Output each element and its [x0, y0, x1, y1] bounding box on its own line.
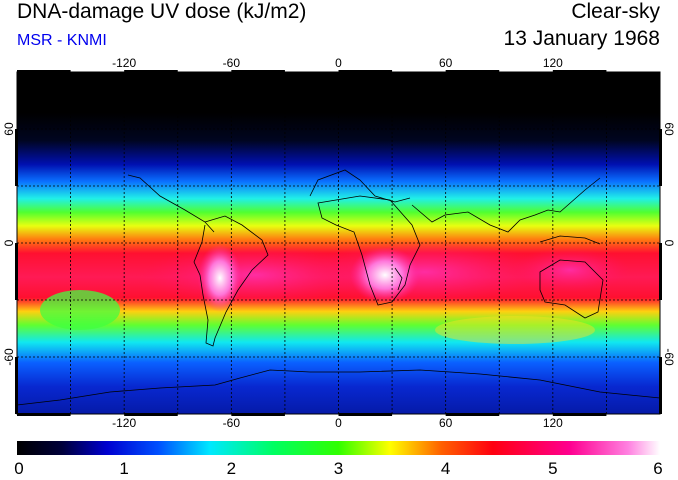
source-label: MSR - KNMI	[17, 32, 107, 49]
south-pacific-green-patch	[40, 290, 120, 330]
lat-tick-right: -60	[662, 348, 676, 366]
australia-coast	[539, 259, 604, 319]
indonesia-coast	[539, 235, 601, 245]
lon-tick-bottom: 60	[439, 416, 453, 430]
australia-magenta-band	[510, 248, 630, 292]
colorbar-tick-label: 0	[14, 459, 24, 478]
europe-coast	[309, 169, 411, 203]
graticule	[17, 72, 660, 414]
axis-ticks: -120 -120 -60 -60 0 0 60 60 120 120 60 60 0 0 -60 -60	[2, 56, 676, 430]
asia-coast	[411, 177, 601, 233]
madagascar-coast	[394, 267, 403, 291]
left-frame-bar	[15, 129, 18, 186]
right-frame-bar	[659, 129, 662, 186]
colorbar-tick-label: 4	[440, 459, 451, 478]
top-frame-bar	[552, 70, 607, 73]
colorbar-tick-label: 2	[226, 459, 237, 478]
africa-hot-spot	[350, 247, 420, 303]
lon-tick-top: -120	[112, 56, 136, 70]
lon-tick-bottom: 0	[335, 416, 342, 430]
lon-tick-top: 60	[439, 56, 453, 70]
colorbar	[17, 441, 660, 455]
lat-tick-right: 60	[662, 122, 676, 136]
top-frame-bar	[445, 70, 500, 73]
north-america-coast	[127, 174, 215, 233]
chart-title: DNA-damage UV dose (kJ/m2)	[17, 0, 307, 23]
lon-tick-bottom: -60	[223, 416, 241, 430]
top-frame-bar	[231, 70, 285, 73]
lon-tick-bottom: 120	[543, 416, 563, 430]
top-frame-bar	[17, 70, 71, 73]
lat-tick-left: 0	[2, 239, 16, 246]
colorbar-tick-label: 6	[653, 459, 663, 478]
lon-tick-top: -60	[223, 56, 241, 70]
right-frame-bar	[659, 243, 662, 300]
bottom-frame-bar	[231, 413, 285, 416]
lat-tick-left: 60	[2, 122, 16, 136]
bottom-frame-bar	[445, 413, 500, 416]
left-frame-bar	[15, 357, 18, 414]
colorbar-tick-label: 5	[548, 459, 558, 478]
lat-tick-right: 0	[662, 240, 676, 247]
lon-tick-bottom: -120	[112, 416, 136, 430]
top-frame-bar	[338, 70, 393, 73]
date-label: 13 January 1968	[503, 27, 660, 50]
colorbar-tick-label: 1	[119, 459, 129, 478]
bottom-frame-bar	[338, 413, 393, 416]
bottom-frame-bar	[17, 413, 71, 416]
south-america-coast	[193, 215, 269, 347]
s-america-magenta-band	[140, 245, 370, 305]
lat-tick-left: -60	[2, 348, 16, 366]
lon-tick-top: 0	[335, 56, 342, 70]
colorbar-tick-label: 3	[333, 459, 344, 478]
condition-label: Clear-sky	[571, 0, 660, 23]
indian-ocean-yellow-patch	[435, 316, 595, 344]
africa-magenta-band	[305, 240, 545, 304]
frame-scale-bars	[15, 70, 662, 416]
bottom-frame-bar	[124, 413, 178, 416]
top-frame-bar	[124, 70, 178, 73]
left-frame-bar	[15, 243, 18, 300]
antarctica-coast	[17, 369, 660, 406]
lon-tick-top: 120	[543, 56, 563, 70]
right-frame-bar	[659, 357, 662, 414]
bottom-frame-bar	[552, 413, 607, 416]
